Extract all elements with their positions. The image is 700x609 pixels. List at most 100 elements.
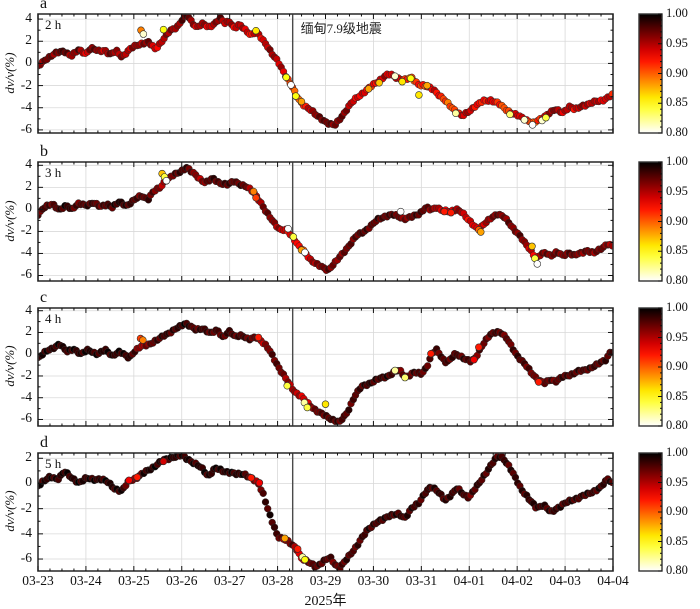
panel-letter: c	[40, 289, 48, 306]
outlier-point	[301, 555, 309, 564]
colorbar-gradient-bar	[639, 308, 662, 426]
outlier-point	[391, 72, 399, 80]
y-tick-label: -2	[20, 366, 32, 382]
colorbar-tick-label: 0.95	[666, 329, 688, 344]
colorbar-tick-label: 0.95	[666, 183, 688, 198]
outlier-point	[297, 97, 306, 106]
panel-letter: a	[40, 0, 48, 12]
scatter-series	[38, 163, 613, 274]
colorbar-gradient-bar	[639, 453, 662, 571]
outlier-point	[470, 356, 478, 364]
colorbar-tick-label: 0.95	[666, 35, 688, 50]
outlier-point	[162, 177, 171, 185]
colorbar-tick-label: 0.95	[666, 474, 688, 489]
y-tick-label: -6	[20, 120, 32, 136]
outlier-point	[283, 382, 291, 390]
outlier-point	[364, 85, 373, 93]
colorbar-tick-label: 0.85	[666, 388, 688, 403]
outlier-point	[301, 248, 309, 257]
outlier-point	[415, 91, 423, 99]
outlier-point	[401, 373, 409, 382]
outlier-point	[528, 121, 537, 129]
outlier-point	[528, 242, 536, 251]
x-tick-label: 04-01	[453, 573, 486, 588]
window-length-label: 4 h	[45, 311, 62, 326]
outlier-point	[391, 366, 399, 375]
colorbar-tick-label: 1.00	[666, 300, 688, 314]
outlier-point	[159, 25, 168, 34]
outlier-point	[289, 233, 298, 241]
x-tick-label: 03-24	[70, 573, 102, 588]
y-tick-label: -4	[20, 244, 32, 260]
outlier-point	[133, 473, 141, 481]
y-tick-label: -6	[20, 266, 32, 282]
colorbar-tick-label: 0.80	[666, 125, 688, 139]
outlier-point	[282, 73, 290, 82]
y-tick-label: 4	[25, 301, 32, 317]
outlier-point	[254, 333, 263, 342]
colorbar-tick-label: 0.90	[666, 359, 688, 373]
y-tick-label: -4	[20, 388, 32, 404]
outlier-point	[255, 479, 264, 487]
window-length-label: 5 h	[45, 456, 62, 471]
panel-letter: d	[40, 434, 48, 451]
outlier-point	[533, 260, 541, 268]
outlier-point	[447, 209, 455, 217]
outlier-point	[427, 350, 435, 358]
outlier-point	[542, 113, 550, 122]
y-tick-label: 2	[25, 449, 32, 465]
x-tick-label: 03-27	[213, 573, 246, 588]
colorbar-tick-label: 0.80	[666, 563, 688, 577]
colorbar-tick-label: 0.85	[666, 243, 688, 258]
panel-b	[37, 161, 663, 282]
data-point	[270, 523, 279, 531]
y-tick-label: 2	[25, 178, 32, 194]
colorbar-tick-label: 1.00	[666, 6, 688, 20]
outlier-point	[423, 81, 431, 90]
data-point	[259, 489, 267, 497]
data-point	[345, 406, 353, 414]
y-tick-label: 4	[25, 10, 32, 26]
outlier-point	[125, 476, 133, 484]
data-point	[261, 498, 270, 506]
x-tick-label: 03-25	[118, 573, 150, 588]
panel-letter: b	[40, 143, 48, 160]
outlier-point	[397, 207, 405, 216]
scatter-series	[38, 319, 613, 426]
window-length-label: 2 h	[45, 17, 62, 32]
y-tick-label: -6	[20, 550, 32, 566]
panel-c	[37, 307, 663, 427]
data-point	[266, 511, 274, 519]
outlier-point	[284, 225, 292, 233]
colorbar-tick-label: 0.90	[666, 65, 688, 80]
data-point	[264, 505, 272, 513]
outlier-point	[303, 403, 311, 412]
x-tick-label: 03-23	[22, 573, 54, 588]
outlier-point	[159, 457, 168, 466]
colorbar-tick-label: 0.85	[666, 533, 688, 548]
outlier-point	[407, 74, 415, 83]
outlier-point	[440, 207, 448, 216]
y-tick-label: 0	[25, 474, 32, 490]
x-axis-title: 2025年	[304, 594, 347, 609]
outlier-point	[321, 400, 330, 408]
scatter-series	[38, 453, 613, 571]
outlier-point	[139, 30, 148, 38]
x-tick-label: 03-29	[309, 573, 342, 588]
outlier-point	[294, 545, 302, 553]
y-tick-label: 2	[25, 32, 32, 48]
outlier-point	[375, 79, 383, 87]
outlier-point	[477, 228, 485, 236]
x-tick-label: 04-03	[549, 573, 581, 588]
y-tick-label: 4	[25, 156, 32, 172]
y-axis-label: dv/v(%)	[2, 199, 17, 242]
x-tick-label: 03-28	[261, 573, 294, 588]
y-tick-label: 0	[25, 54, 32, 70]
colorbar-gradient-bar	[639, 162, 662, 281]
y-axis-label: dv/v(%)	[2, 490, 17, 532]
window-length-label: 3 h	[45, 165, 62, 180]
x-tick-label: 03-31	[405, 573, 438, 588]
colorbar-tick-label: 0.80	[666, 273, 688, 287]
x-tick-label: 03-26	[166, 573, 198, 588]
colorbar-gradient-bar	[639, 14, 662, 133]
